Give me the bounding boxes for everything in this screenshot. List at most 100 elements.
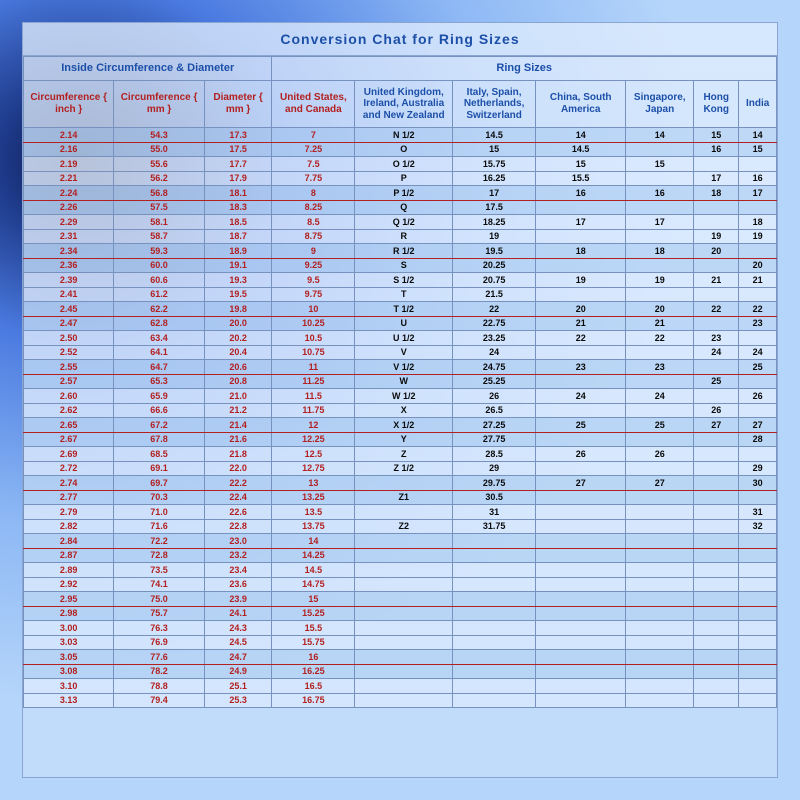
table-cell: 2.62 bbox=[24, 403, 114, 418]
table-cell bbox=[355, 577, 453, 592]
table-cell: 12.25 bbox=[272, 432, 355, 447]
table-cell: 69.7 bbox=[114, 476, 204, 491]
table-cell: Q 1/2 bbox=[355, 215, 453, 230]
table-cell: 31 bbox=[739, 505, 777, 520]
table-cell: 69.1 bbox=[114, 461, 204, 476]
table-cell bbox=[536, 664, 626, 679]
table-cell bbox=[355, 664, 453, 679]
table-cell: 18.5 bbox=[204, 215, 272, 230]
table-cell bbox=[694, 577, 739, 592]
table-row: 2.1955.617.77.5O 1/215.751515 bbox=[24, 157, 777, 172]
table-cell: 2.31 bbox=[24, 229, 114, 244]
table-row: 2.2657.518.38.25Q17.5 bbox=[24, 200, 777, 215]
table-cell: Y bbox=[355, 432, 453, 447]
table-cell: 16 bbox=[536, 186, 626, 201]
table-cell: 2.98 bbox=[24, 606, 114, 621]
table-row: 2.7770.322.413.25Z130.5 bbox=[24, 490, 777, 505]
table-cell: 18 bbox=[694, 186, 739, 201]
chart-container: Conversion Chat for Ring Sizes Inside Ci… bbox=[22, 22, 778, 778]
table-cell: 2.24 bbox=[24, 186, 114, 201]
table-cell bbox=[694, 693, 739, 708]
table-cell: Z bbox=[355, 447, 453, 462]
table-cell bbox=[453, 534, 536, 549]
table-cell: Z2 bbox=[355, 519, 453, 534]
table-cell: 65.9 bbox=[114, 389, 204, 404]
table-cell: 21.0 bbox=[204, 389, 272, 404]
table-row: 2.5564.720.611V 1/224.75232325 bbox=[24, 360, 777, 375]
table-cell: 26 bbox=[739, 389, 777, 404]
col-header-hk: Hong Kong bbox=[694, 80, 739, 128]
table-cell: 16.25 bbox=[453, 171, 536, 186]
table-cell: 14.5 bbox=[453, 128, 536, 143]
table-cell bbox=[626, 461, 694, 476]
table-row: 2.4161.219.59.75T21.5 bbox=[24, 287, 777, 302]
table-row: 2.5765.320.811.25W25.2525 bbox=[24, 374, 777, 389]
table-cell: 25 bbox=[536, 418, 626, 433]
col-header-singapore: Singapore, Japan bbox=[626, 80, 694, 128]
table-cell: 26 bbox=[694, 403, 739, 418]
table-row: 2.6266.621.211.75X26.526 bbox=[24, 403, 777, 418]
table-cell: 29 bbox=[739, 461, 777, 476]
table-cell: 26.5 bbox=[453, 403, 536, 418]
table-cell: 2.21 bbox=[24, 171, 114, 186]
table-cell bbox=[739, 157, 777, 172]
table-cell: 21.5 bbox=[453, 287, 536, 302]
table-cell bbox=[739, 693, 777, 708]
table-cell bbox=[536, 505, 626, 520]
table-cell: 16 bbox=[626, 186, 694, 201]
table-cell: 27 bbox=[626, 476, 694, 491]
table-cell: P bbox=[355, 171, 453, 186]
table-cell: N 1/2 bbox=[355, 128, 453, 143]
table-cell: 27.25 bbox=[453, 418, 536, 433]
table-row: 3.0076.324.315.5 bbox=[24, 621, 777, 636]
conversion-table: Inside Circumference & Diameter Ring Siz… bbox=[23, 56, 777, 708]
table-cell bbox=[739, 635, 777, 650]
table-cell: 7.75 bbox=[272, 171, 355, 186]
table-cell bbox=[694, 635, 739, 650]
table-cell: 21.2 bbox=[204, 403, 272, 418]
table-cell: 17 bbox=[536, 215, 626, 230]
table-row: 2.5063.420.210.5U 1/223.25222223 bbox=[24, 331, 777, 346]
table-cell: 3.13 bbox=[24, 693, 114, 708]
table-cell: 11.25 bbox=[272, 374, 355, 389]
table-row: 2.8973.523.414.5 bbox=[24, 563, 777, 578]
table-cell: 58.7 bbox=[114, 229, 204, 244]
table-header: Inside Circumference & Diameter Ring Siz… bbox=[24, 57, 777, 128]
table-cell: 24.9 bbox=[204, 664, 272, 679]
table-cell: 13.25 bbox=[272, 490, 355, 505]
table-cell bbox=[536, 461, 626, 476]
table-cell: 2.77 bbox=[24, 490, 114, 505]
table-cell bbox=[694, 157, 739, 172]
table-row: 2.3459.318.99R 1/219.5181820 bbox=[24, 244, 777, 259]
table-cell: 7.5 bbox=[272, 157, 355, 172]
table-cell: 22.8 bbox=[204, 519, 272, 534]
table-cell: 21 bbox=[694, 273, 739, 288]
table-cell: 2.65 bbox=[24, 418, 114, 433]
table-cell: 2.47 bbox=[24, 316, 114, 331]
table-cell bbox=[694, 606, 739, 621]
table-cell: 20.0 bbox=[204, 316, 272, 331]
table-cell: V 1/2 bbox=[355, 360, 453, 375]
table-row: 3.1379.425.316.75 bbox=[24, 693, 777, 708]
table-cell bbox=[739, 534, 777, 549]
table-cell: 9.75 bbox=[272, 287, 355, 302]
table-cell: 15.5 bbox=[536, 171, 626, 186]
table-cell bbox=[536, 621, 626, 636]
table-cell: 10.25 bbox=[272, 316, 355, 331]
table-cell: 18.9 bbox=[204, 244, 272, 259]
table-cell: 67.2 bbox=[114, 418, 204, 433]
table-cell: 26 bbox=[536, 447, 626, 462]
table-cell: 75.0 bbox=[114, 592, 204, 607]
table-cell: 25 bbox=[626, 418, 694, 433]
table-cell: 17 bbox=[739, 186, 777, 201]
table-cell: 64.1 bbox=[114, 345, 204, 360]
table-row: 3.0878.224.916.25 bbox=[24, 664, 777, 679]
table-cell bbox=[355, 534, 453, 549]
table-cell: 15 bbox=[694, 128, 739, 143]
table-row: 2.1655.017.57.25O1514.51615 bbox=[24, 142, 777, 157]
table-cell bbox=[694, 215, 739, 230]
table-cell bbox=[694, 200, 739, 215]
table-cell: 14.25 bbox=[272, 548, 355, 563]
table-cell bbox=[694, 534, 739, 549]
table-cell: 24.7 bbox=[204, 650, 272, 665]
